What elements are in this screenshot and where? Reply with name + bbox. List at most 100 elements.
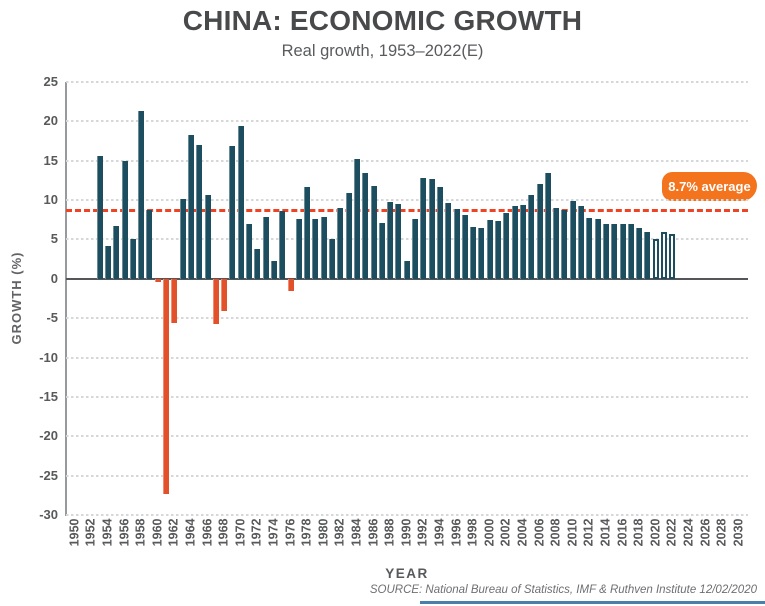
bar-2016 — [619, 224, 626, 279]
bar-2015 — [611, 224, 618, 279]
bar-1988 — [387, 202, 394, 279]
x-tick-label-1982: 1982 — [332, 518, 347, 546]
bar-2003 — [511, 206, 518, 279]
y-tick-label-0: 0 — [50, 270, 58, 286]
x-tick-label-1974: 1974 — [266, 518, 281, 546]
bar-1975 — [279, 211, 286, 279]
x-tick-label-2002: 2002 — [498, 518, 513, 546]
zero-axis-line — [66, 277, 748, 280]
y-tick-label-25: 25 — [43, 74, 58, 89]
footer-rule — [420, 601, 765, 604]
bar-1967 — [212, 278, 219, 324]
x-tick-label-1978: 1978 — [299, 518, 314, 546]
x-tick-label-2006: 2006 — [532, 518, 546, 546]
bar-2020 — [652, 239, 659, 279]
bar-1971 — [246, 223, 252, 279]
bar-1962 — [171, 278, 178, 323]
y-axis-title: GROWTH (%) — [9, 251, 24, 345]
bar-2012 — [586, 218, 593, 279]
x-tick-label-1960: 1960 — [150, 518, 165, 546]
y-tick-label--15: -15 — [39, 388, 58, 404]
bar-1991 — [412, 218, 418, 279]
bar-1964 — [187, 134, 194, 279]
y-tick-label--30: -30 — [39, 507, 58, 522]
bar-2019 — [644, 231, 651, 279]
y-tick-label--5: -5 — [46, 310, 58, 326]
x-tick-label-1950: 1950 — [67, 518, 82, 546]
bar-1998 — [470, 226, 477, 279]
x-tick-label-1980: 1980 — [316, 518, 331, 546]
x-tick-label-2008: 2008 — [548, 518, 563, 546]
bar-2017 — [627, 224, 634, 279]
x-tick-label-2022: 2022 — [664, 518, 679, 546]
bar-2010 — [569, 200, 576, 279]
gridline--5 — [66, 317, 748, 320]
x-tick-label-1998: 1998 — [465, 518, 480, 546]
bar-1999 — [478, 227, 485, 279]
bar-1982 — [337, 207, 344, 279]
bar-1954 — [104, 245, 111, 279]
gridline--10 — [66, 356, 748, 359]
x-tick-label-1996: 1996 — [449, 518, 463, 546]
bar-2008 — [553, 207, 560, 279]
x-tick-label-1954: 1954 — [100, 518, 115, 546]
x-tick-label-1992: 1992 — [415, 518, 430, 546]
gridline-10 — [66, 199, 748, 202]
x-tick-label-2000: 2000 — [482, 518, 497, 546]
gridline-5 — [66, 238, 748, 241]
x-tick-label-1962: 1962 — [166, 518, 181, 546]
x-tick-label-2004: 2004 — [515, 518, 530, 546]
bar-1978 — [304, 186, 311, 279]
average-badge: 8.7% average — [662, 172, 757, 201]
x-tick-label-2010: 2010 — [565, 518, 580, 546]
x-tick-label-1966: 1966 — [200, 518, 214, 546]
bar-1983 — [345, 193, 352, 279]
bar-1997 — [461, 215, 468, 279]
average-line — [66, 208, 748, 212]
y-tick-label-5: 5 — [50, 231, 58, 247]
gridline-15 — [66, 159, 748, 162]
bar-1995 — [445, 203, 452, 279]
gridline--15 — [66, 395, 748, 398]
x-tick-label-1958: 1958 — [133, 518, 148, 546]
bar-1987 — [378, 222, 385, 279]
y-tick-label-20: 20 — [43, 113, 58, 129]
bar-1961 — [163, 278, 169, 494]
y-tick-label-10: 10 — [43, 192, 58, 208]
gridline--25 — [66, 474, 748, 477]
bar-2018 — [636, 227, 643, 279]
chart-subtitle: Real growth, 1953–2022(E) — [281, 42, 484, 60]
x-tick-label-1968: 1968 — [216, 518, 231, 546]
bar-1959 — [146, 209, 153, 279]
x-tick-label-1988: 1988 — [382, 518, 397, 546]
bar-2000 — [486, 219, 493, 279]
bar-1974 — [270, 260, 277, 279]
bar-1996 — [453, 208, 460, 279]
x-tick-label-1964: 1964 — [183, 518, 198, 546]
x-tick-label-1970: 1970 — [233, 518, 248, 546]
bar-1966 — [204, 194, 211, 279]
bar-1957 — [129, 238, 136, 279]
bar-1963 — [179, 198, 186, 279]
bar-1992 — [420, 178, 427, 279]
bar-2006 — [536, 183, 543, 279]
x-tick-label-2012: 2012 — [581, 518, 596, 546]
gridline--20 — [66, 435, 748, 438]
x-tick-label-1994: 1994 — [432, 518, 447, 546]
x-tick-label-1956: 1956 — [117, 518, 131, 546]
x-tick-label-2014: 2014 — [598, 518, 613, 546]
bar-1960 — [154, 278, 161, 282]
bar-1980 — [320, 217, 327, 279]
bar-1984 — [353, 159, 360, 279]
bar-1994 — [436, 186, 443, 279]
x-tick-label-2024: 2024 — [681, 518, 696, 546]
bar-1968 — [221, 278, 228, 312]
bar-2013 — [594, 218, 601, 279]
bar-2004 — [519, 204, 526, 279]
bar-1976 — [287, 278, 294, 292]
bar-1958 — [138, 111, 145, 279]
bar-2022 — [669, 233, 676, 279]
bar-1977 — [295, 218, 302, 279]
y-axis-line — [65, 82, 67, 516]
